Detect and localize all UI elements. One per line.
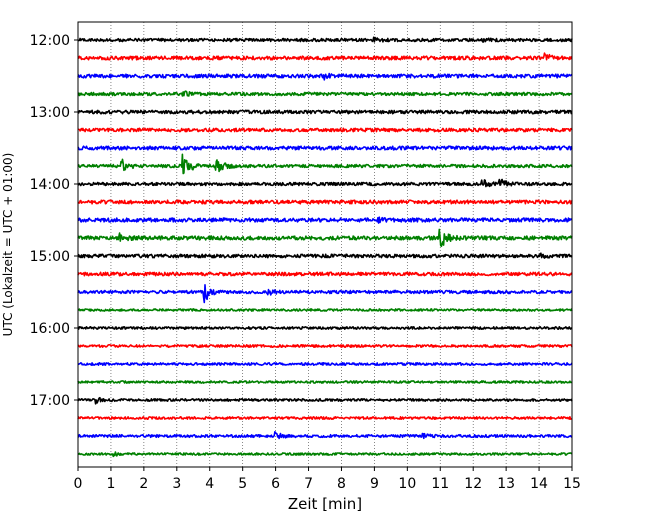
trace-line [77, 199, 573, 205]
trace-line [77, 252, 573, 259]
trace-line [77, 178, 573, 188]
x-tick-label: 4 [205, 476, 214, 492]
trace-line [77, 308, 573, 312]
y-tick-label: 15:00 [30, 249, 70, 265]
trace-line [77, 109, 573, 115]
y-tick-label: 13:00 [30, 105, 70, 121]
x-tick-label: 2 [139, 476, 148, 492]
x-tick-label: 9 [370, 476, 379, 492]
trace-line [77, 90, 573, 97]
x-tick-label: 7 [304, 476, 313, 492]
y-tick-label: 17:00 [30, 393, 70, 409]
trace-line [77, 271, 573, 277]
trace-line [77, 326, 573, 330]
y-tick-label: 14:00 [30, 177, 70, 193]
y-axis-ticks: 12:00 13:00 14:00 15:00 16:00 17:00 [30, 33, 78, 409]
x-tick-label: 12 [464, 476, 482, 492]
y-tick-label: 12:00 [30, 33, 70, 49]
x-tick-label: 14 [530, 476, 548, 492]
trace-series [77, 36, 573, 458]
x-tick-label: 15 [563, 476, 581, 492]
trace-line [77, 228, 573, 248]
x-tick-label: 6 [271, 476, 280, 492]
trace-line [77, 344, 573, 348]
trace-line [77, 451, 573, 458]
trace-line [77, 52, 573, 61]
trace-line [77, 216, 573, 224]
x-tick-label: 13 [497, 476, 515, 492]
trace-line [77, 430, 573, 440]
trace-line [77, 72, 573, 81]
x-tick-label: 5 [238, 476, 247, 492]
trace-line [77, 36, 573, 43]
trace-line [77, 127, 573, 133]
x-tick-label: 3 [172, 476, 181, 492]
trace-line [77, 362, 573, 366]
y-tick-label: 16:00 [30, 321, 70, 337]
x-axis-ticks: 0 1 2 3 4 5 6 7 8 9 10 11 12 13 14 15 [74, 467, 581, 492]
x-tick-label: 1 [106, 476, 115, 492]
x-axis-label: Zeit [min] [288, 495, 362, 513]
trace-line [77, 416, 573, 420]
trace-line [77, 153, 573, 175]
x-tick-label: 11 [431, 476, 449, 492]
trace-line [77, 145, 573, 151]
trace-line [77, 380, 573, 384]
x-tick-label: 10 [398, 476, 416, 492]
plot-frame [77, 21, 573, 468]
y-axis-label: UTC (Lokalzeit = UTC + 01:00) [1, 153, 15, 337]
trace-line [77, 396, 573, 405]
x-tick-label: 8 [337, 476, 346, 492]
trace-line [77, 284, 573, 304]
x-tick-label: 0 [74, 476, 83, 492]
